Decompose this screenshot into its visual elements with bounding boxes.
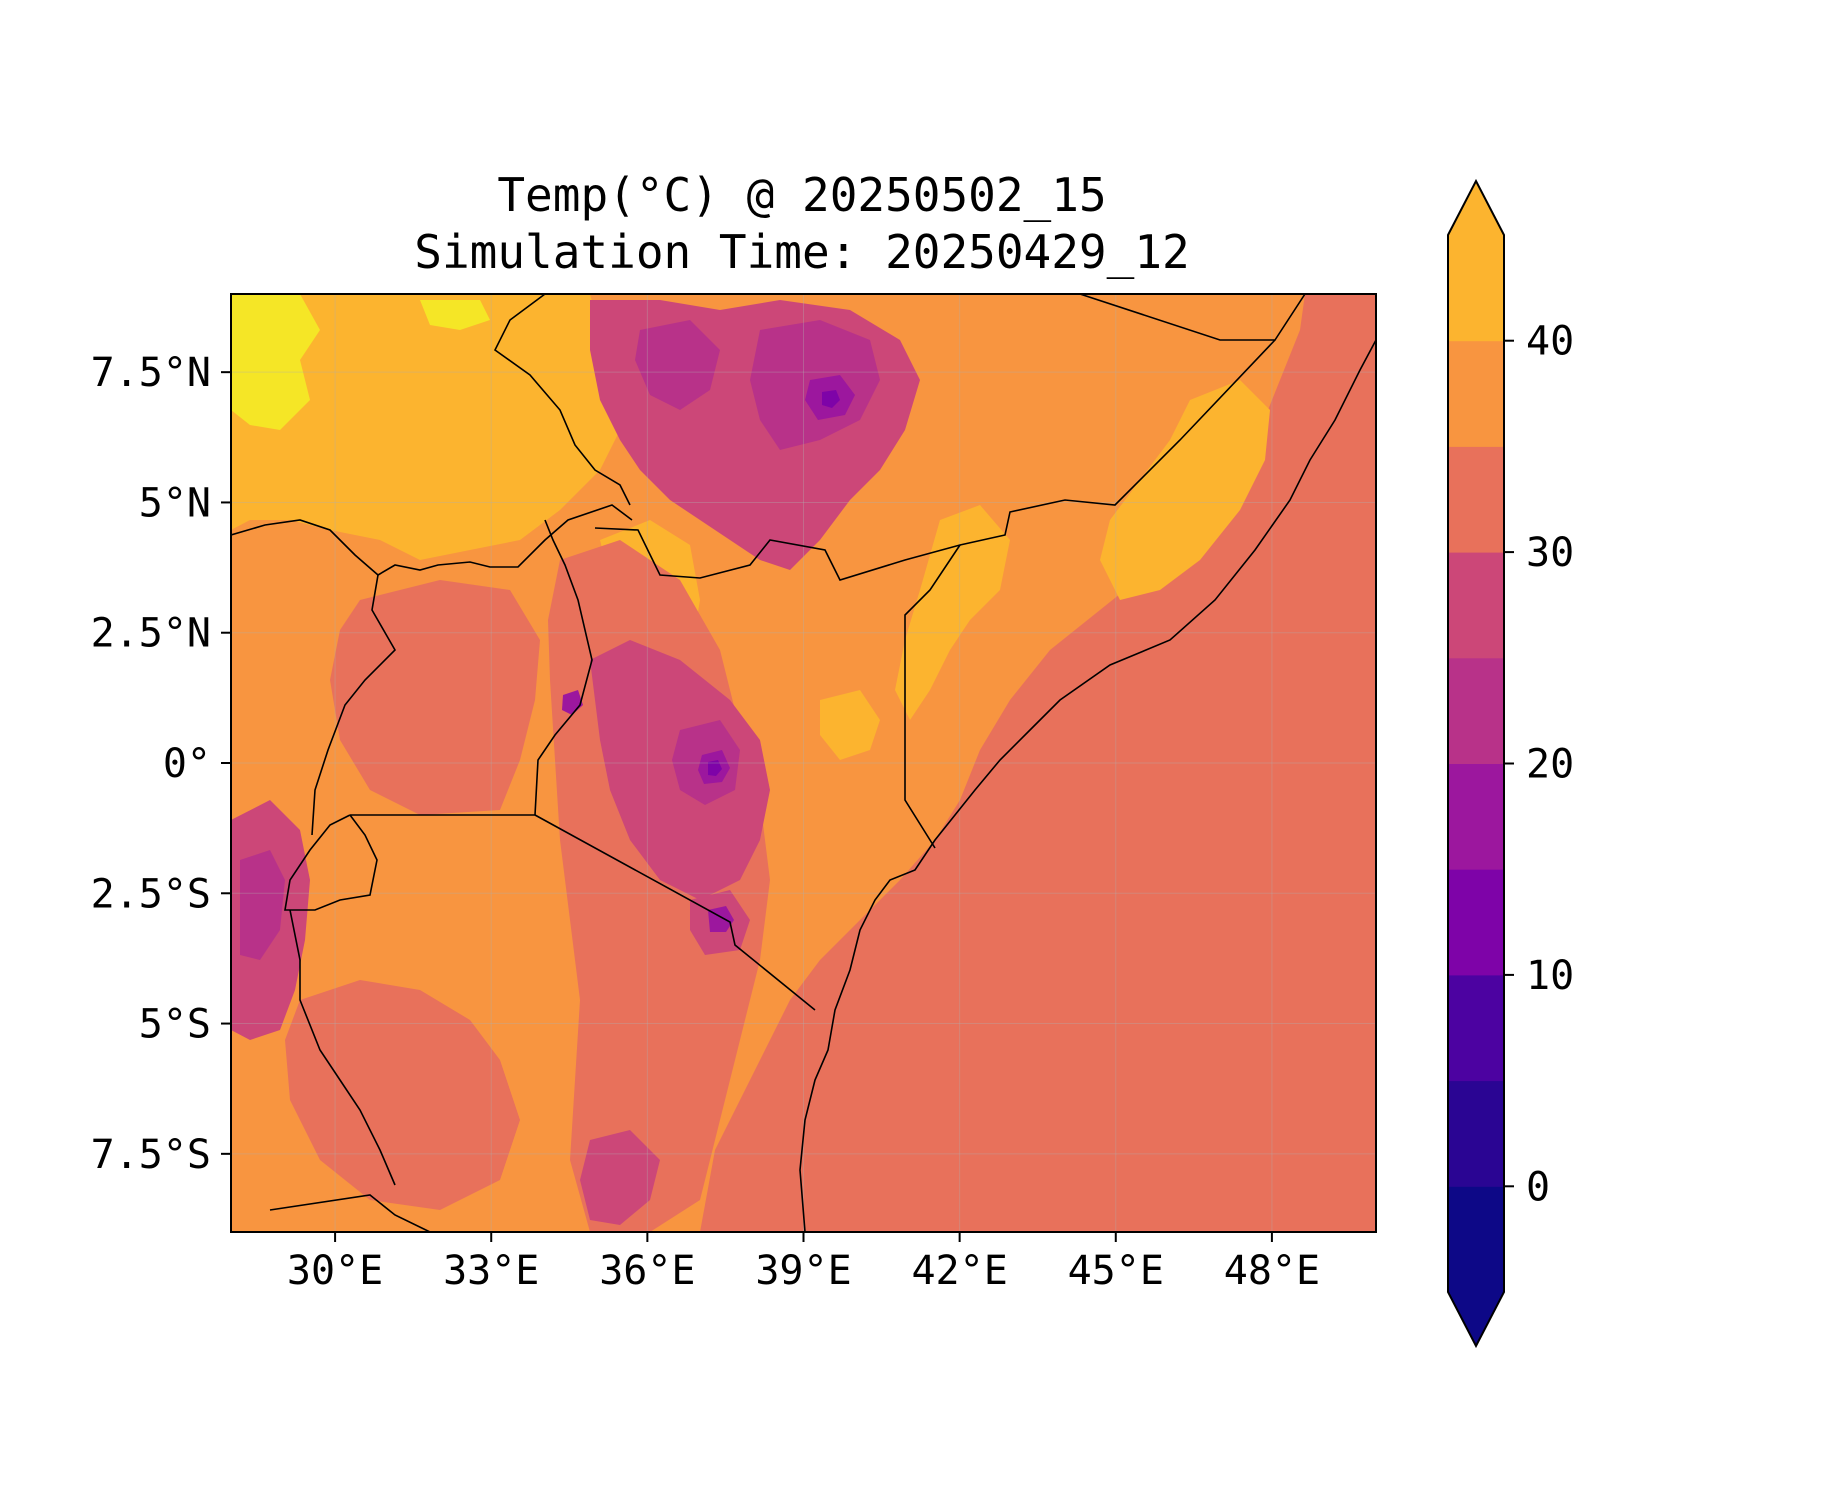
x-axis: 30°E 33°E 36°E 39°E 42°E 45°E 48°E [287,1232,1320,1294]
colorbar-segment-3 [1448,869,1504,976]
border-kenya-tanzania [534,814,816,1011]
y-tick-label-5: 5°S [139,1002,211,1048]
contour-35-40-north [231,294,620,560]
y-axis: 7.5°N 5°N 2.5°N 0° 2.5°S 5°S 7.5°S [91,350,231,1178]
border-tanzania-drc [289,909,396,1186]
contour-10-15-kili [708,906,734,932]
colorbar-outline [1447,178,1505,1349]
colorbar-segment-0 [1448,1186,1504,1293]
border-southsudan-ethiopia [493,294,631,506]
x-tick-label-5: 45°E [1068,1248,1164,1294]
border-rwanda-burundi [284,814,378,911]
contour-40-45-b [420,300,490,330]
y-tick-label-2: 2.5°N [91,611,211,657]
colorbar-segment-6 [1448,552,1504,659]
x-tick-label-4: 42°E [911,1248,1007,1294]
contour-15-20-ethiopia-b [635,320,720,410]
map-gridlines [231,294,1376,1232]
colorbar-tick-label-4: 40 [1526,319,1574,365]
colorbar: 0 10 20 30 40 [1447,178,1574,1349]
border-tanzania-zambia [269,1194,431,1232]
x-tick-label-1: 33°E [443,1248,539,1294]
contour-25-30-uganda [330,580,540,815]
border-somalia-ethiopia-2 [594,339,1276,581]
contour-35-40-somalia [1100,380,1270,600]
colorbar-segment-9 [1448,235,1504,342]
colorbar-segment-1 [1448,1080,1504,1187]
border-somalia-ethiopia [1079,294,1306,341]
colorbar-extend-min [1448,1292,1504,1346]
colorbar-extend-max [1448,181,1504,235]
x-tick-label-0: 30°E [287,1248,383,1294]
y-tick-label-0: 7.5°N [91,350,211,396]
border-drc-southsudan [231,519,379,576]
coastline [799,339,1376,1232]
contour-5-10-ethiopia [822,390,840,408]
y-tick-label-3: 0° [163,741,211,787]
y-tick-label-6: 7.5°S [91,1132,211,1178]
colorbar-segment-8 [1448,340,1504,447]
border-drc-uganda [311,574,396,836]
contour-15-20-rift [240,850,285,960]
contour-5-10-mtkenya [708,760,722,776]
border-uganda-kenya [534,519,593,816]
border-southsudan-uganda [377,504,633,576]
contour-40-45 [231,294,320,430]
colorbar-segment-4 [1448,763,1504,870]
contour-35-40-lamu [820,690,880,760]
contour-20-25-tanzania-s [580,1130,660,1225]
contour-35-40-ogaden [895,505,1010,720]
borders [231,294,1376,1232]
chart-title: Temp(°C) @ 20250502_15 [497,168,1106,222]
y-tick-label-1: 5°N [139,480,211,526]
colorbar-segment-2 [1448,974,1504,1082]
colorbar-tick-label-1: 10 [1526,953,1574,999]
x-tick-label-6: 48°E [1224,1248,1320,1294]
y-tick-label-4: 2.5°S [91,871,211,917]
colorbar-tick-label-2: 20 [1526,742,1574,788]
colorbar-tick-label-3: 30 [1526,530,1574,576]
contour-25-30-tanzania [285,980,520,1210]
x-tick-label-2: 36°E [599,1248,695,1294]
border-kenya-somalia [904,544,961,849]
x-tick-label-3: 39°E [755,1248,851,1294]
chart-subtitle: Simulation Time: 20250429_12 [414,225,1189,279]
temperature-map [231,294,1376,1232]
colorbar-tick-label-0: 0 [1526,1164,1550,1210]
colorbar-segment-5 [1448,657,1504,764]
colorbar-segment-7 [1448,446,1504,553]
